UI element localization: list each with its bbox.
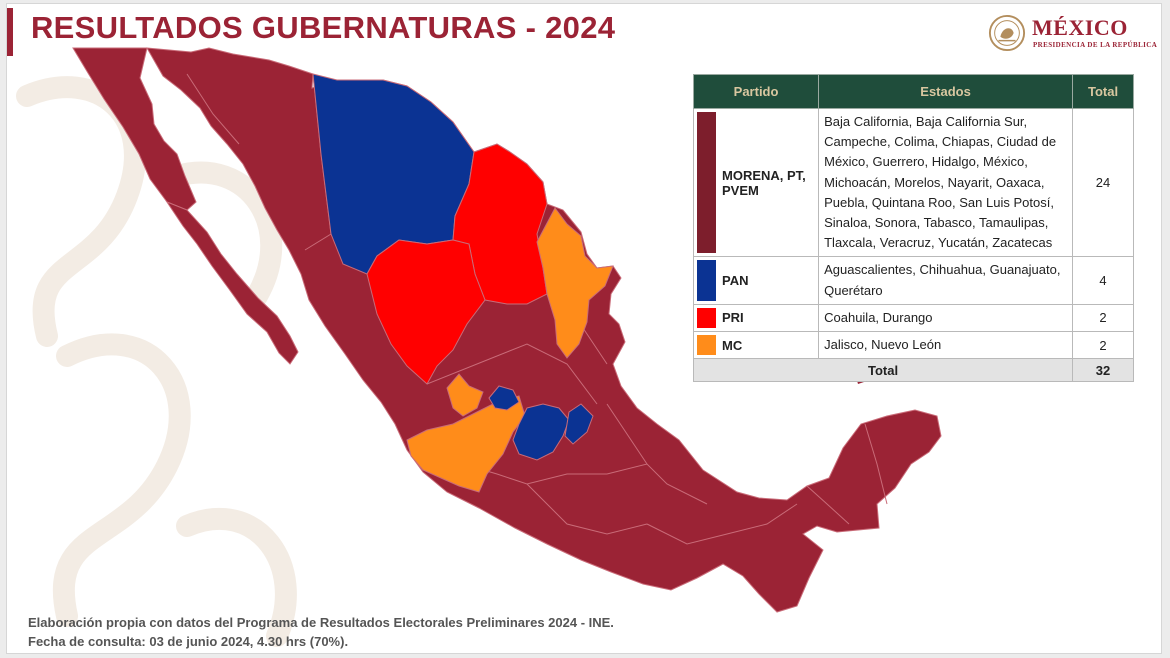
mexico-logo: MÉXICO PRESIDENCIA DE LA REPÚBLICA bbox=[988, 12, 1157, 54]
map-state-nuevo-leon bbox=[536, 207, 614, 359]
total-cell: 24 bbox=[1072, 107, 1134, 258]
source-note: Elaboración propia con datos del Program… bbox=[28, 613, 614, 651]
party-color-swatch bbox=[697, 307, 716, 329]
title-accent-bar bbox=[7, 8, 13, 56]
states-cell: Aguascalientes, Chihuahua, Guanajuato, Q… bbox=[818, 256, 1074, 305]
map-state-jalisco-north bbox=[446, 373, 484, 417]
party-cell: MORENA, PT, PVEM bbox=[692, 107, 820, 258]
map-state-aguascalientes bbox=[488, 385, 520, 411]
page-title: RESULTADOS GUBERNATURAS - 2024 bbox=[31, 10, 616, 45]
total-value: 32 bbox=[1072, 358, 1134, 383]
party-color-swatch bbox=[697, 112, 716, 254]
map-state-durango bbox=[366, 239, 486, 385]
states-cell: Coahuila, Durango bbox=[818, 303, 1074, 333]
col-header-estados: Estados bbox=[818, 74, 1074, 109]
map-state-jalisco bbox=[406, 395, 526, 493]
date-line: Fecha de consulta: 03 de junio 2024, 4.3… bbox=[28, 634, 349, 649]
states-cell: Baja California, Baja California Sur, Ca… bbox=[818, 107, 1074, 258]
col-header-total: Total bbox=[1072, 74, 1134, 109]
col-header-partido: Partido bbox=[692, 74, 820, 109]
map-state-baja-california-sur bbox=[165, 200, 299, 365]
table-total-row: Total 32 bbox=[692, 358, 1134, 383]
table-row-pri: PRI Coahuila, Durango 2 bbox=[692, 303, 1134, 333]
logo-subtitle: PRESIDENCIA DE LA REPÚBLICA bbox=[1033, 41, 1158, 49]
party-cell: PAN bbox=[692, 256, 820, 305]
total-label: Total bbox=[692, 358, 1074, 383]
map-state-baja-california bbox=[72, 47, 197, 211]
source-line: Elaboración propia con datos del Program… bbox=[28, 615, 614, 630]
total-cell: 2 bbox=[1072, 331, 1134, 360]
map-state-queretaro bbox=[564, 403, 594, 445]
total-cell: 4 bbox=[1072, 256, 1134, 305]
party-cell: PRI bbox=[692, 303, 820, 333]
party-color-swatch bbox=[697, 260, 716, 301]
map-state-coahuila bbox=[452, 143, 548, 305]
party-name: MORENA, PT, PVEM bbox=[722, 167, 806, 198]
logo-wordmark: MÉXICO bbox=[1032, 15, 1128, 40]
map-state-guanajuato bbox=[512, 403, 570, 461]
party-name: PAN bbox=[722, 273, 749, 289]
mexico-map bbox=[72, 47, 942, 613]
table-row-mc: MC Jalisco, Nuevo León 2 bbox=[692, 331, 1134, 360]
results-table: Partido Estados Total MORENA, PT, PVEM B… bbox=[692, 74, 1134, 383]
party-name: MC bbox=[722, 337, 743, 353]
party-cell: MC bbox=[692, 331, 820, 360]
table-row-morena: MORENA, PT, PVEM Baja California, Baja C… bbox=[692, 107, 1134, 258]
table-header-row: Partido Estados Total bbox=[692, 74, 1134, 109]
states-cell: Jalisco, Nuevo León bbox=[818, 331, 1074, 360]
slide: RESULTADOS GUBERNATURAS - 2024 MÉXICO PR… bbox=[6, 3, 1162, 654]
total-cell: 2 bbox=[1072, 303, 1134, 333]
background-pattern bbox=[16, 76, 297, 647]
party-color-swatch bbox=[697, 335, 716, 356]
party-name: PRI bbox=[722, 310, 744, 326]
national-seal-icon bbox=[988, 14, 1026, 52]
table-row-pan: PAN Aguascalientes, Chihuahua, Guanajuat… bbox=[692, 256, 1134, 305]
